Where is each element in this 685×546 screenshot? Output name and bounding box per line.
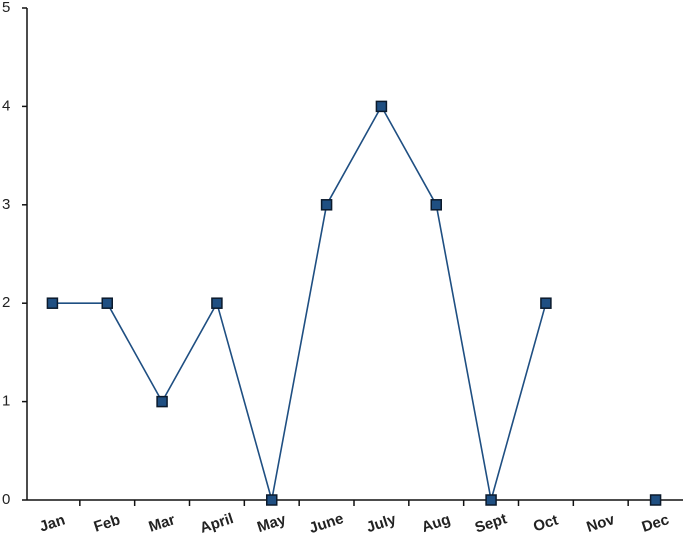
x-tick-label: Nov (584, 511, 617, 536)
y-tick-label: 1 (2, 393, 10, 410)
y-tick-label: 5 (2, 0, 10, 16)
x-tick-label: June (307, 510, 346, 537)
x-tick-label: Mar (147, 511, 178, 535)
x-tick-label: Sept (473, 510, 509, 536)
x-tick-label: Feb (92, 511, 123, 535)
point (266, 494, 278, 506)
y-tick-label: 2 (2, 294, 10, 311)
x-tick-label: Dec (640, 511, 671, 536)
point (430, 199, 442, 211)
point (485, 494, 497, 506)
x-tick-label: Jan (37, 511, 67, 535)
point (540, 297, 552, 309)
point (649, 494, 662, 506)
point (46, 297, 59, 309)
y-tick-label: 4 (2, 97, 10, 114)
x-tick-label: July (364, 511, 398, 537)
point (375, 100, 388, 113)
point (320, 199, 333, 211)
point (156, 395, 168, 408)
x-tick-label: Aug (420, 511, 453, 536)
x-tick-label: April (198, 510, 236, 537)
x-tick-label: Oct (531, 512, 560, 536)
point (101, 297, 113, 309)
point (211, 297, 223, 309)
x-tick-label: May (255, 511, 289, 536)
y-tick-label: 3 (2, 196, 10, 213)
y-tick-label: 0 (2, 491, 10, 508)
line (52, 106, 655, 500)
